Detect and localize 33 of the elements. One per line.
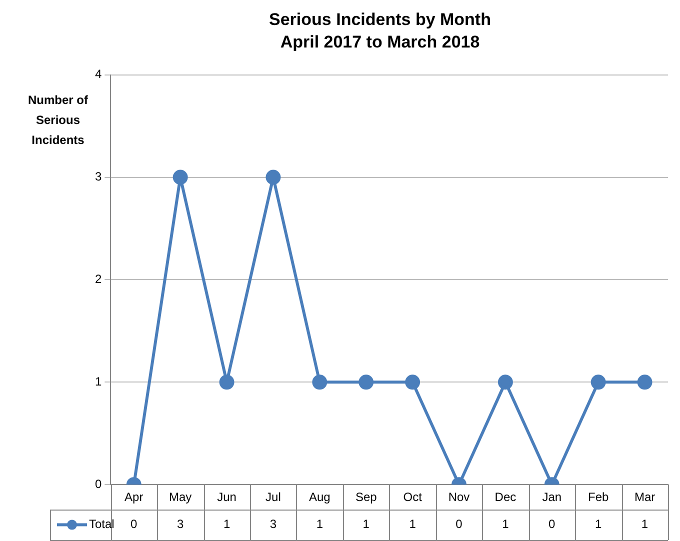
data-label: 1 [223, 517, 230, 532]
x-tick-label: Mar [634, 490, 656, 504]
x-tick-label: Jun [217, 490, 236, 504]
x-tick-label: Jan [542, 490, 562, 504]
y-tick-label: 2 [94, 272, 102, 286]
data-label: 1 [502, 517, 510, 532]
x-tick-label: May [169, 490, 192, 504]
data-label: 3 [270, 517, 277, 532]
chart-title: Serious Incidents by Month [269, 10, 491, 29]
x-tick-label: Dec [494, 490, 516, 504]
x-tick-label: Nov [448, 490, 470, 504]
x-tick-label: Feb [588, 490, 609, 504]
x-tick-label: Oct [403, 490, 423, 504]
data-label: 1 [409, 517, 416, 532]
data-label: 3 [176, 517, 184, 532]
y-tick-label: 3 [94, 170, 102, 184]
data-label: 1 [316, 517, 324, 532]
y-tick-label: 4 [94, 67, 102, 82]
y-tick-label: 1 [94, 374, 102, 388]
data-label: 1 [594, 517, 602, 532]
y-axis-title: Number of Serious Incidents [28, 93, 90, 148]
x-tick-label: Sep [355, 490, 378, 504]
x-tick-label: Jul [266, 490, 281, 504]
data-label: 0 [548, 517, 556, 532]
data-label: 0 [456, 517, 463, 532]
y-tick-label: 0 [94, 476, 102, 491]
legend-label: Total [89, 517, 114, 532]
chart-subtitle: April 2017 to March 2018 [280, 32, 480, 52]
data-label: 0 [130, 517, 138, 532]
x-tick-label: Aug [308, 490, 330, 504]
data-label: 1 [641, 517, 648, 532]
x-tick-label: Apr [124, 490, 144, 504]
data-label: 1 [362, 517, 370, 532]
